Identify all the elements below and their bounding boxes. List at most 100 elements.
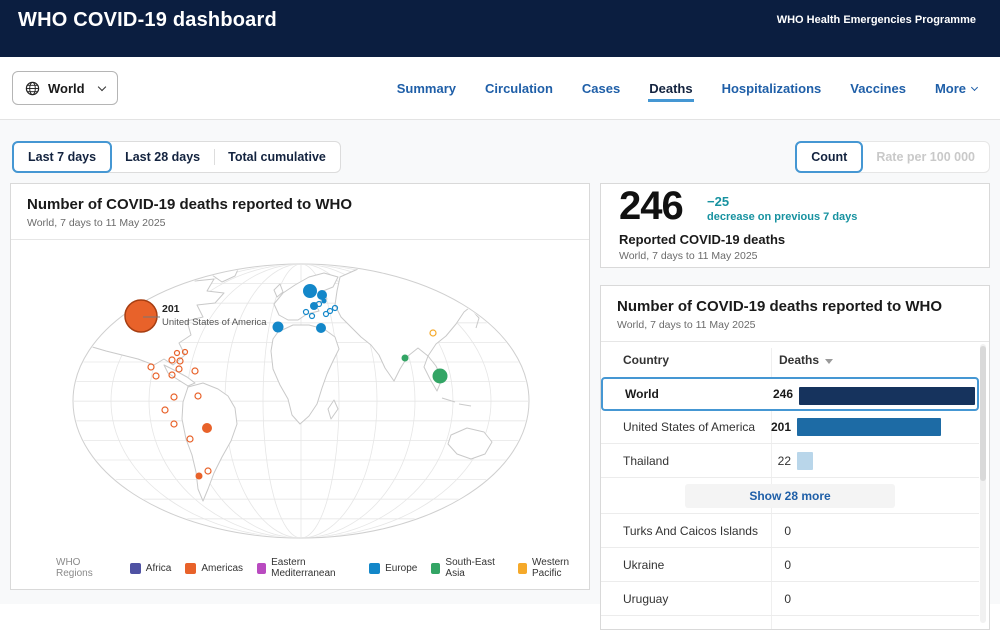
map-bubble-europe[interactable] (316, 323, 326, 333)
map-bubble-europe[interactable] (303, 284, 317, 298)
table-row-turks-and-caicos-islands[interactable]: Turks And Caicos Islands 0 (601, 514, 979, 548)
map-bubble-europe[interactable] (317, 290, 327, 300)
world-map[interactable]: 201 United States of America (27, 248, 575, 553)
deaths-value-cell: 22 (777, 453, 791, 468)
tab-label: Circulation (485, 80, 553, 96)
region-selector-label: World (48, 80, 85, 96)
map-bubble-americas[interactable] (195, 472, 203, 480)
table-scrollbar[interactable] (980, 344, 986, 623)
deaths-bar (797, 418, 941, 436)
map-bubbles-layer: 201 United States of America (124, 284, 448, 480)
map-panel-subtitle: World, 7 days to 11 May 2025 (11, 213, 589, 240)
map-bubble-americas[interactable] (170, 420, 178, 428)
map-legend-items: Africa Americas Eastern Mediterranean Europ… (129, 557, 589, 579)
country-cell: Uruguay (623, 591, 669, 606)
chevron-down-icon (970, 83, 979, 91)
tab-label: Deaths (649, 80, 693, 96)
map-bubble-americas[interactable] (147, 363, 155, 371)
map-bubble-europe[interactable] (315, 300, 323, 308)
map-bubble-americas[interactable] (161, 406, 169, 414)
chevron-down-icon (97, 82, 106, 91)
tab-summary[interactable]: Summary (396, 75, 457, 102)
deaths-delta-caption: decrease on previous 7 days (707, 211, 858, 223)
map-bubble-europe[interactable] (302, 308, 310, 316)
map-bubble-americas[interactable] (168, 356, 176, 364)
app-header: WHO COVID-19 dashboard WHO Health Emerge… (0, 0, 1000, 57)
table-body: World 246 United States of America 201 Thail… (601, 377, 979, 616)
table-row-uruguay[interactable]: Uruguay 0 (601, 582, 979, 616)
map-bubble-americas[interactable] (194, 392, 202, 400)
tab-deaths[interactable]: Deaths (648, 75, 694, 102)
map-bubble-south_east_asia[interactable] (432, 368, 448, 384)
map-bubble-americas[interactable] (170, 393, 178, 401)
map-bubble-europe[interactable] (308, 312, 316, 320)
toggle-count[interactable]: Count (795, 141, 864, 173)
map-bubble-south_east_asia[interactable] (401, 354, 409, 362)
legend-label: Americas (201, 562, 244, 574)
time-filter-group: Last 7 days Last 28 days Total cumulative (12, 141, 341, 173)
table-scrollbar-thumb[interactable] (980, 346, 986, 481)
filter-last-7-days[interactable]: Last 7 days (12, 141, 113, 173)
globe-icon (25, 81, 40, 95)
legend-swatch (257, 562, 267, 574)
tab-vaccines[interactable]: Vaccines (849, 75, 907, 102)
legend-swatch (185, 562, 197, 574)
map-bubble-americas[interactable] (204, 467, 212, 475)
map-bubble-americas[interactable] (124, 299, 158, 333)
legend-item-americas: Americas (185, 562, 244, 574)
map-bubble-americas[interactable] (191, 367, 199, 375)
legend-item-eastern-mediterranean: Eastern Mediterranean (257, 557, 355, 579)
filter-total-cumulative[interactable]: Total cumulative (214, 142, 340, 172)
table-row-united-states-of-america[interactable]: United States of America 201 (601, 410, 979, 444)
map-callout-label: United States of America (162, 317, 267, 328)
deaths-delta: −25 (707, 194, 730, 209)
tab-more[interactable]: More (934, 75, 979, 102)
map-bubble-europe[interactable] (321, 298, 327, 304)
map-bubble-western_pacific[interactable] (429, 329, 437, 337)
table-row-ukraine[interactable]: Ukraine 0 (601, 548, 979, 582)
map-bubble-europe[interactable] (272, 321, 284, 333)
map-bubble-americas[interactable] (168, 371, 176, 379)
legend-label: Africa (145, 562, 172, 574)
legend-item-western-pacific: Western Pacific (517, 557, 589, 579)
deaths-value-cell: 0 (784, 523, 791, 538)
map-bubble-europe[interactable] (331, 304, 339, 312)
stat-subtitle: World, 7 days to 11 May 2025 (619, 250, 758, 262)
show-more-button[interactable]: Show 28 more (685, 483, 895, 508)
map-bubble-americas[interactable] (202, 423, 212, 433)
map-bubble-americas[interactable] (181, 348, 189, 356)
map-bubble-americas[interactable] (173, 349, 181, 357)
map-bubble-americas[interactable] (176, 357, 184, 365)
legend-title: WHO Regions (56, 557, 93, 579)
tab-hospitalizations[interactable]: Hospitalizations (721, 75, 823, 102)
country-cell: Turks And Caicos Islands (623, 523, 758, 538)
stat-label: Reported COVID-19 deaths (619, 232, 786, 247)
map-bubble-americas[interactable] (175, 365, 183, 373)
legend-swatch (431, 562, 441, 574)
table-header: Country Deaths (601, 344, 981, 374)
deaths-value-cell: 0 (784, 591, 791, 606)
table-row-thailand[interactable]: Thailand 22 (601, 444, 979, 478)
map-bubble-europe[interactable] (326, 307, 334, 315)
legend-swatch (517, 562, 527, 574)
map-bubble-americas[interactable] (152, 372, 160, 380)
app-title: WHO COVID-19 dashboard (18, 9, 277, 31)
sort-desc-icon (825, 358, 834, 364)
filter-last-28-days[interactable]: Last 28 days (111, 142, 214, 172)
region-selector[interactable]: World (12, 71, 118, 105)
map-bubble-europe[interactable] (322, 310, 330, 318)
table-row-world[interactable]: World 246 (601, 377, 979, 411)
tab-cases[interactable]: Cases (581, 75, 621, 102)
tab-circulation[interactable]: Circulation (484, 75, 554, 102)
table-panel-title: Number of COVID-19 deaths reported to WH… (617, 298, 943, 315)
column-header-deaths[interactable]: Deaths (779, 353, 834, 367)
legend-swatch (129, 562, 141, 574)
country-cell: United States of America (623, 419, 756, 434)
tab-label: Hospitalizations (721, 80, 822, 96)
country-cell: Thailand (623, 453, 670, 468)
legend-item-south-east-asia: South-East Asia (431, 557, 504, 579)
deaths-value-cell: 201 (770, 419, 791, 434)
table-panel: Number of COVID-19 deaths reported to WH… (600, 285, 990, 630)
map-bubble-americas[interactable] (186, 435, 194, 443)
programme-label: WHO Health Emergencies Programme (776, 14, 976, 26)
